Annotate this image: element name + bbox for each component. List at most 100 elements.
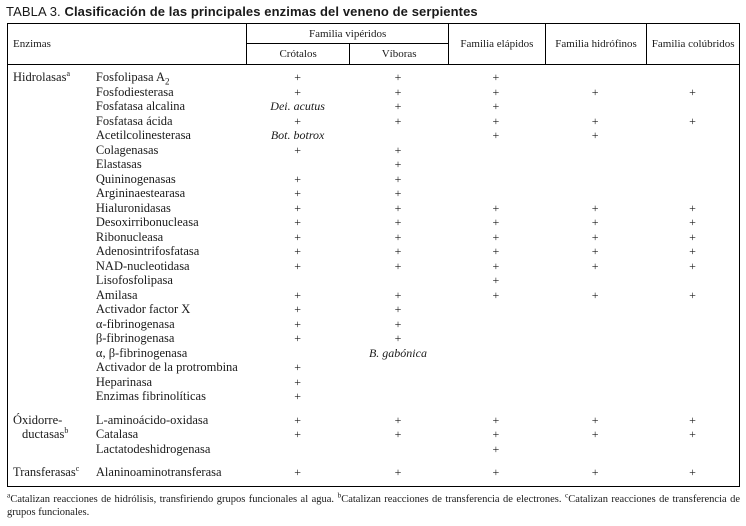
mark-elapidos [447,172,544,187]
group-label: Hidrolasasa [13,68,71,84]
enzyme-name: α, β-fibrinogenasa [95,345,188,360]
mark-colubridos [646,157,739,172]
mark-crotalos: Dei. acutus [270,99,325,113]
mark-hidrofinos [544,273,646,288]
enzyme-name: β-fibrinogenasa [95,331,175,345]
mark-colubridos: + [689,113,696,128]
mark-colubridos [646,70,739,85]
enzyme-name: Fosfatasa alcalina [95,99,186,113]
mark-viboras: + [394,229,402,244]
mark-elapidos [447,346,544,361]
enzyme-name: Argininaestearasa [95,186,186,200]
group-label [8,85,96,100]
mark-hidrofinos [544,346,646,361]
group-label [8,114,96,129]
enzyme-name: Lisofosfolipasa [95,273,173,287]
table-row: Hialuronidasas + + + + + [8,201,739,216]
mark-elapidos: + [492,258,500,273]
mark-crotalos: + [294,287,301,302]
column-header-familia-viperidos: Familia vipéridos [247,24,449,44]
column-header-viboras: Víboras [349,44,448,64]
table-row: Activador factor X + + [8,302,739,317]
mark-crotalos: + [294,374,301,389]
table-row: NAD-nucleotidasa + + + + + [8,259,739,274]
group-label [8,346,96,361]
mark-hidrofinos: + [591,287,599,302]
table-row: Quininogenasas + + [8,172,739,187]
mark-crotalos: + [294,70,301,84]
mark-viboras: + [394,142,402,157]
mark-elapidos [447,186,544,201]
mark-colubridos: + [689,229,696,244]
mark-colubridos: + [689,258,696,273]
mark-colubridos [646,389,739,404]
mark-elapidos: + [492,99,500,113]
mark-colubridos [646,172,739,187]
enzyme-name: α-fibrinogenasa [95,316,175,331]
table-row: Colagenasas + + [8,143,739,158]
column-header-familia-hidrofinos: Familia hidrófinos [544,24,647,64]
mark-colubridos [646,331,739,346]
mark-hidrofinos: + [591,215,599,229]
page: { "title": { "prefix": "TABLA 3.", "text… [0,4,746,526]
group-label [8,172,96,187]
group-label [8,442,96,457]
mark-colubridos [646,143,739,158]
enzyme-name: Fosfodiesterasa [95,84,174,99]
table-row: Ribonucleasa + + + + + [8,230,739,245]
mark-elapidos: + [492,70,500,84]
mark-colubridos [646,375,739,390]
table-row: β-fibrinogenasa + + [8,331,739,346]
column-header-enzimas: Enzimas [13,38,51,50]
mark-hidrofinos [544,99,646,114]
mark-colubridos [646,273,739,288]
group-label [8,331,96,346]
enzyme-name: Amilasa [95,287,138,302]
group-label [8,360,96,375]
enzyme-name: Ribonucleasa [95,229,164,244]
mark-viboras: + [394,157,402,171]
table-row: Amilasa + + + + + [8,288,739,303]
enzyme-name: Alaninoaminotransferasa [95,465,222,479]
mark-hidrofinos: + [591,244,599,258]
table-body: Hidrolasasa Fosfolipasa A2 + + + Fosfodiester… [8,65,739,486]
table-row: Enzimas fibrinolíticas + [8,389,739,404]
mark-elapidos: + [492,128,500,142]
table-row: Argininaestearasa + + [8,186,739,201]
mark-hidrofinos [544,331,646,346]
mark-elapidos: + [492,84,500,99]
mark-viboras: + [394,427,402,441]
mark-viboras: B. gabónica [368,345,427,360]
table-row: Lisofosfolipasa + [8,273,739,288]
mark-elapidos: + [492,273,500,287]
mark-viboras: + [394,99,402,113]
enzyme-name: Hialuronidasas [95,200,171,215]
enzyme-name: Acetilcolinesterasa [95,128,191,142]
mark-viboras: + [394,84,402,99]
mark-elapidos [447,157,544,172]
mark-crotalos [247,346,349,361]
table-title-text: Clasificación de las principales enzimas… [64,4,478,19]
table-row: Elastasas + [8,157,739,172]
mark-hidrofinos [544,157,646,172]
enzyme-group: Óxidorre- L-aminoácido-oxidasa + + + + + ductas… [8,413,739,457]
table-row: ductasasb Catalasa + + + + + [8,426,739,442]
mark-viboras [349,389,448,404]
enzyme-name: Activador factor X [95,302,191,316]
mark-viboras [349,360,448,375]
group-label [8,273,96,288]
mark-hidrofinos: + [591,427,599,441]
mark-hidrofinos: + [591,412,599,427]
column-group-familia-viperidos: Familia vipéridos Crótalos Víboras [246,24,449,64]
mark-elapidos [447,375,544,390]
footnote-mark: b [337,490,342,499]
mark-hidrofinos [544,360,646,375]
mark-hidrofinos [544,442,646,457]
mark-elapidos [447,389,544,404]
mark-elapidos: + [492,412,500,427]
mark-colubridos: + [689,84,696,99]
group-label [8,375,96,390]
mark-colubridos [646,128,739,143]
mark-viboras: + [394,200,402,215]
table-row: Desoxirribonucleasa + + + + + [8,215,739,230]
